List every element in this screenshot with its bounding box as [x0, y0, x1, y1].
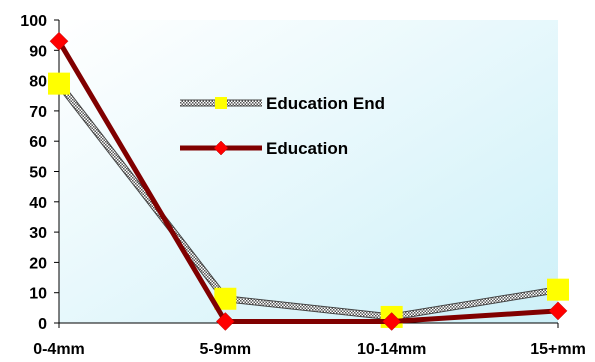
- y-tick-label: 20: [29, 255, 47, 272]
- series-education: [49, 31, 568, 331]
- series-line: [57, 82, 559, 320]
- legend-label: Education End: [266, 94, 385, 113]
- data-point-diamond: [215, 312, 235, 331]
- legend-label: Education: [266, 139, 348, 158]
- y-tick-label: 30: [29, 225, 47, 242]
- y-tick-label: 90: [29, 43, 47, 60]
- x-tick-label: 10-14mm: [357, 341, 426, 358]
- y-tick-label: 40: [29, 195, 47, 212]
- data-point-square: [48, 72, 70, 95]
- data-point-diamond: [49, 31, 69, 51]
- y-tick-label: 60: [29, 134, 47, 151]
- y-tick-label: 10: [29, 286, 47, 303]
- data-point-diamond: [382, 312, 402, 331]
- data-point-square: [214, 287, 237, 310]
- plot-area: [59, 20, 558, 323]
- data-point-square: [215, 97, 227, 109]
- series-line: [56, 39, 559, 324]
- x-tick-label: 15+mm: [530, 341, 586, 358]
- y-tick-label: 0: [38, 316, 47, 333]
- series-education-end: [48, 72, 569, 328]
- y-tick-label: 100: [20, 13, 47, 30]
- data-point-diamond: [548, 301, 568, 321]
- x-tick-label: 5-9mm: [200, 341, 252, 358]
- series-layer: [48, 31, 569, 331]
- data-point-diamond: [213, 140, 229, 156]
- y-tick-label: 70: [29, 104, 47, 121]
- x-tick-label: 0-4mm: [33, 341, 85, 358]
- y-tick-label: 80: [29, 74, 47, 91]
- data-point-square: [547, 278, 569, 301]
- legend-item: Education End: [180, 94, 385, 113]
- x-axis-ticks: 0-4mm 5-9mm 10-14mm 15+mm: [33, 323, 586, 358]
- legend: Education End Education: [180, 94, 385, 158]
- y-tick-label: 50: [29, 165, 47, 182]
- y-axis-ticks: 0 10 20 30 40 50 60 70 80 90 100: [20, 13, 59, 333]
- legend-item: Education: [180, 139, 348, 158]
